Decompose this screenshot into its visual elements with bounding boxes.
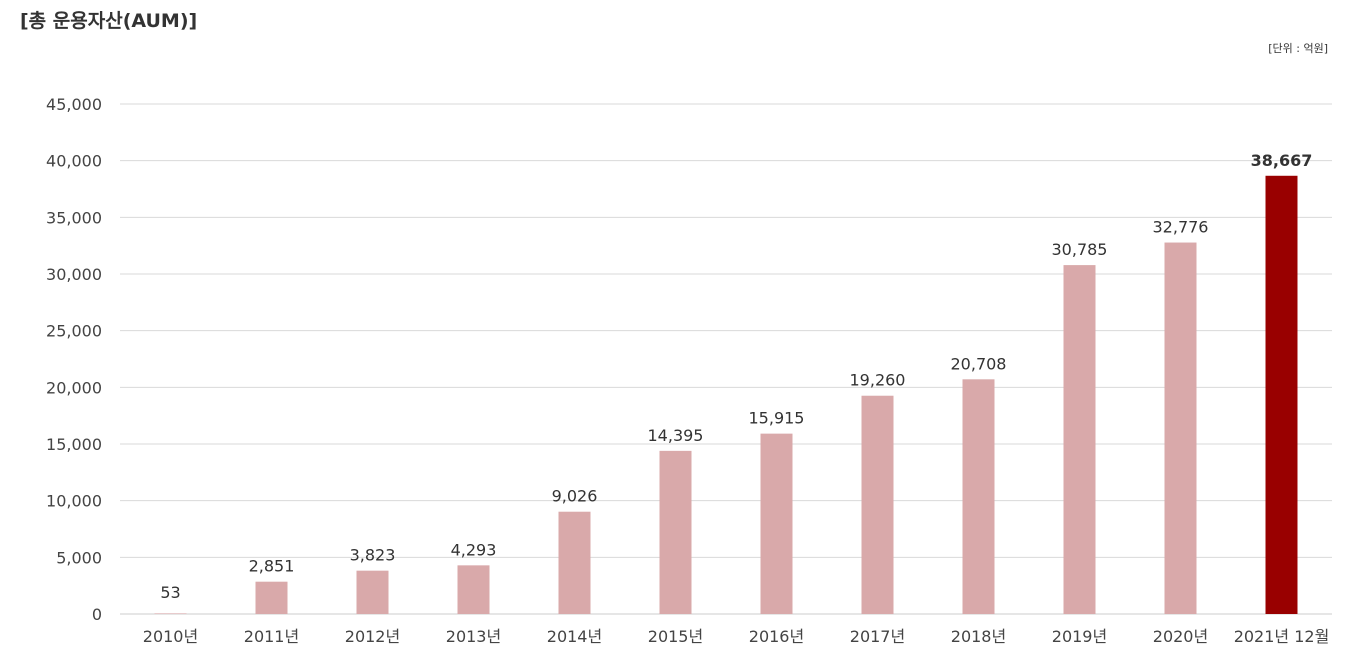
y-tick-label: 0 <box>92 605 102 624</box>
x-tick-label: 2010년 <box>143 627 198 646</box>
y-tick-label: 20,000 <box>46 378 102 397</box>
x-tick-label: 2019년 <box>1052 627 1107 646</box>
bar <box>861 395 894 614</box>
y-tick-label: 45,000 <box>46 95 102 114</box>
x-axis-ticks: 2010년 2011년 2012년 2013년 2014년 2015년 2016년 2017년… <box>143 627 1330 646</box>
bar <box>760 433 793 614</box>
value-label: 19,260 <box>850 371 906 390</box>
x-tick-label: 2017년 <box>850 627 905 646</box>
value-label: 4,293 <box>451 540 497 559</box>
y-tick-label: 40,000 <box>46 152 102 171</box>
bar <box>1063 265 1096 614</box>
unit-label: [단위 : 억원] <box>1268 42 1328 55</box>
bar <box>154 613 187 614</box>
value-label: 9,026 <box>552 487 598 506</box>
value-label: 14,395 <box>648 426 704 445</box>
bar <box>962 379 995 614</box>
y-tick-label: 10,000 <box>46 492 102 511</box>
x-tick-label: 2018년 <box>951 627 1006 646</box>
x-tick-label: 2015년 <box>648 627 703 646</box>
x-tick-label: 2011년 <box>244 627 299 646</box>
y-axis-ticks: 0 5,000 10,000 15,000 20,000 25,000 30,000 35,0… <box>46 95 102 624</box>
y-tick-label: 15,000 <box>46 435 102 454</box>
bar <box>457 565 490 614</box>
grid-lines <box>120 103 1332 615</box>
x-tick-label: 2020년 <box>1153 627 1208 646</box>
bar <box>558 511 591 614</box>
value-label: 15,915 <box>749 409 805 428</box>
y-tick-label: 5,000 <box>56 548 102 567</box>
value-label: 20,708 <box>951 354 1007 373</box>
value-label: 30,785 <box>1052 240 1108 259</box>
x-tick-label: 2012년 <box>345 627 400 646</box>
x-tick-label: 2016년 <box>749 627 804 646</box>
y-tick-label: 25,000 <box>46 322 102 341</box>
y-tick-label: 30,000 <box>46 265 102 284</box>
bar <box>255 581 288 614</box>
value-labels: 53 2,851 3,823 4,293 9,026 14,395 15,915 19,260… <box>160 151 1312 602</box>
x-tick-label: 2013년 <box>446 627 501 646</box>
bar <box>356 570 389 614</box>
bar <box>659 450 692 614</box>
value-label: 38,667 <box>1251 151 1313 170</box>
bar <box>1164 242 1197 614</box>
bars <box>154 175 1298 615</box>
value-label: 2,851 <box>249 557 295 576</box>
x-tick-label: 2014년 <box>547 627 602 646</box>
x-tick-label: 2021년 12월 <box>1234 627 1330 646</box>
y-tick-label: 35,000 <box>46 208 102 227</box>
value-label: 53 <box>160 583 180 602</box>
bar <box>1265 175 1298 615</box>
value-label: 3,823 <box>350 546 396 565</box>
chart-title: [총 운용자산(AUM)] <box>20 10 198 32</box>
value-label: 32,776 <box>1153 218 1209 237</box>
